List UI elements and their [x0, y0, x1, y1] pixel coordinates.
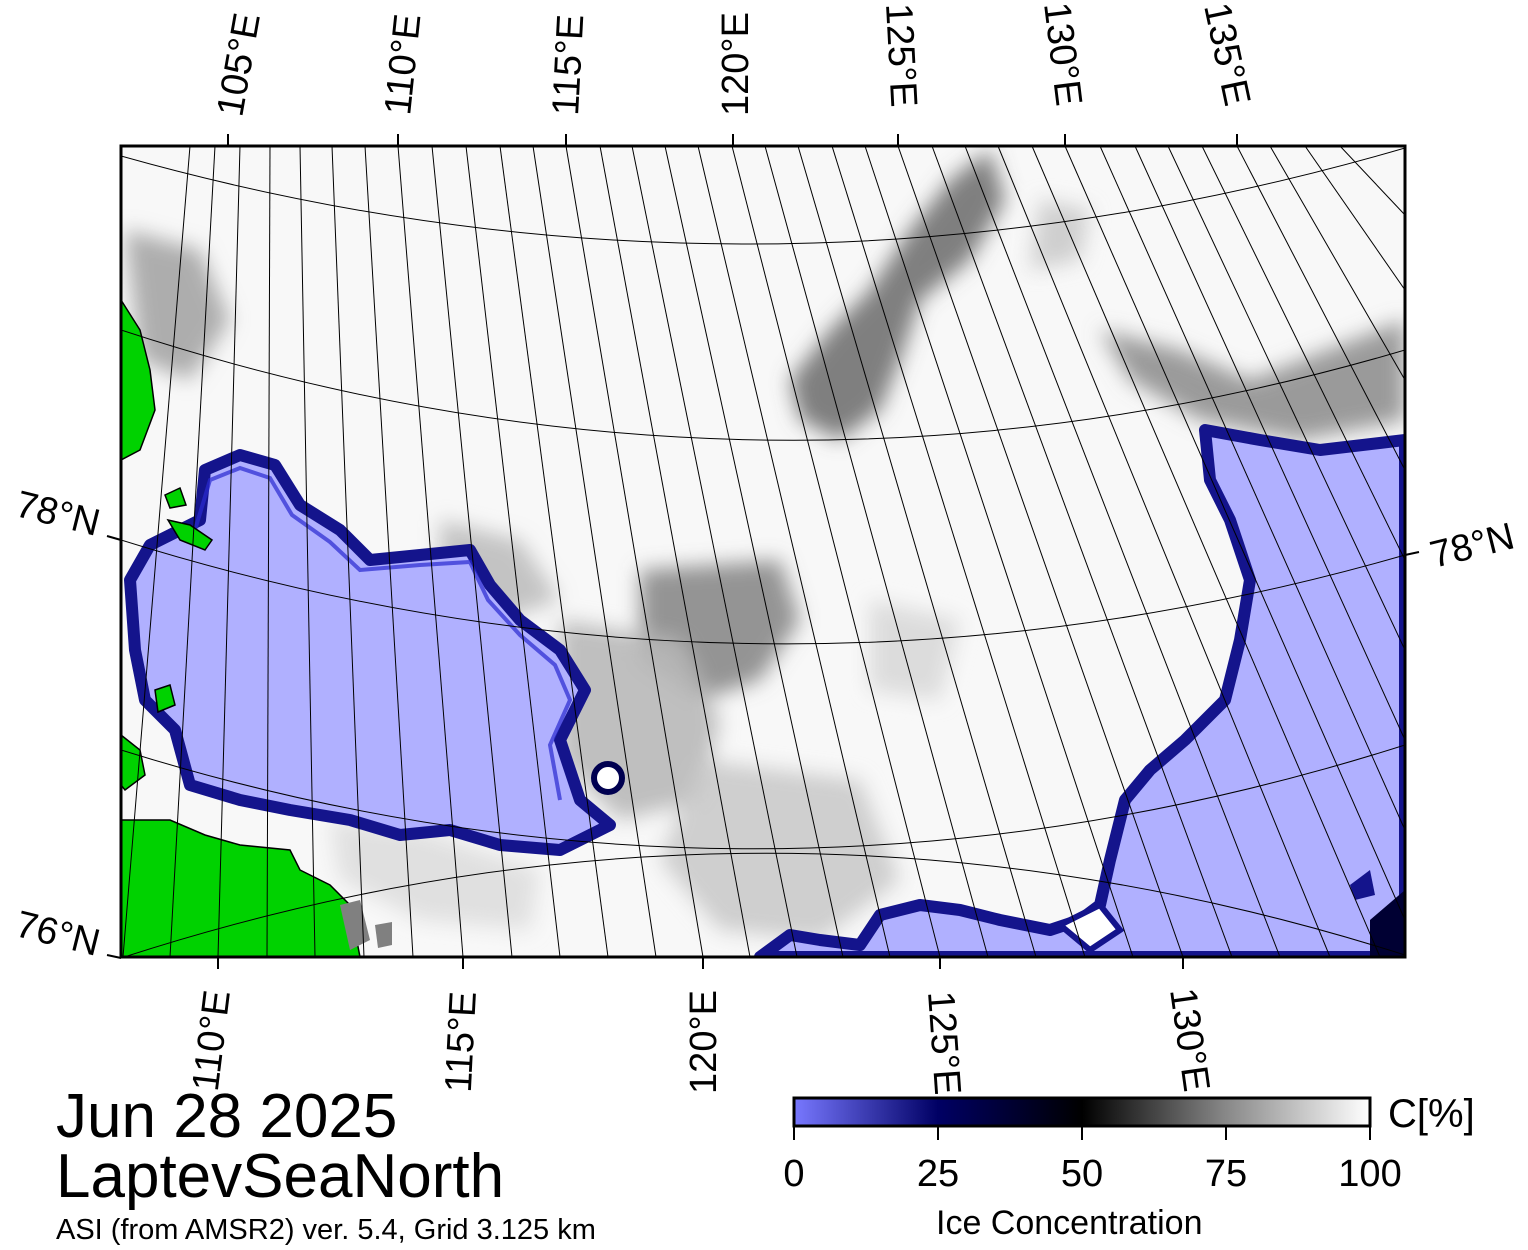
colorbar-unit: C[%] [1388, 1092, 1475, 1136]
map-content [121, 146, 1405, 957]
map-frame [119, 144, 1407, 959]
lon-label-bottom-125: 125°E [919, 990, 968, 1097]
bottom-longitude-labels: 110°E 115°E 120°E 125°E 130°E [185, 985, 1217, 1096]
lat-label-left-76: 76°N [11, 903, 104, 964]
graticule-parallels [121, 147, 1405, 957]
colorbar-tick-50: 50 [1061, 1153, 1103, 1195]
colorbar-tick-0: 0 [783, 1153, 804, 1195]
lon-label-bottom-110: 110°E [185, 988, 239, 1093]
data-source: ASI (from AMSR2) ver. 5.4, Grid 3.125 km [56, 1214, 596, 1246]
lon-label-top-115: 115°E [545, 13, 592, 116]
region-name: LaptevSeaNorth [56, 1142, 505, 1211]
map-date: Jun 28 2025 [56, 1082, 398, 1151]
lon-label-top-125: 125°E [877, 2, 924, 108]
lon-label-bottom-120: 120°E [683, 990, 725, 1094]
lon-label-top-130: 130°E [1035, 0, 1089, 108]
lon-label-top-120: 120°E [715, 12, 757, 116]
lat-label-right-78: 78°N [1426, 515, 1519, 576]
land-taymyr [121, 819, 361, 957]
lon-label-top-105: 105°E [210, 10, 269, 120]
colorbar-tick-100: 100 [1338, 1153, 1401, 1195]
colorbar-title: Ice Concentration [936, 1204, 1203, 1242]
lon-label-bottom-115: 115°E [438, 990, 485, 1093]
lon-label-top-135: 135°E [1195, 0, 1258, 110]
colorbar-tick-75: 75 [1205, 1153, 1247, 1195]
lat-label-left-78: 78°N [11, 483, 104, 544]
frame-ticks [106, 134, 1420, 969]
colorbar: 0 25 50 75 100 [783, 1096, 1402, 1195]
colorbar-tick-25: 25 [917, 1153, 959, 1195]
colorbar-gradient [792, 1096, 1372, 1128]
graticule-meridians [122, 146, 1405, 957]
lon-label-top-110: 110°E [377, 12, 429, 117]
lon-label-bottom-130: 130°E [1161, 985, 1217, 1094]
land-north-island [121, 298, 156, 461]
open-water-east [754, 424, 1405, 957]
top-longitude-labels: 105°E 110°E 115°E 120°E 125°E 130°E 135°… [210, 0, 1258, 120]
